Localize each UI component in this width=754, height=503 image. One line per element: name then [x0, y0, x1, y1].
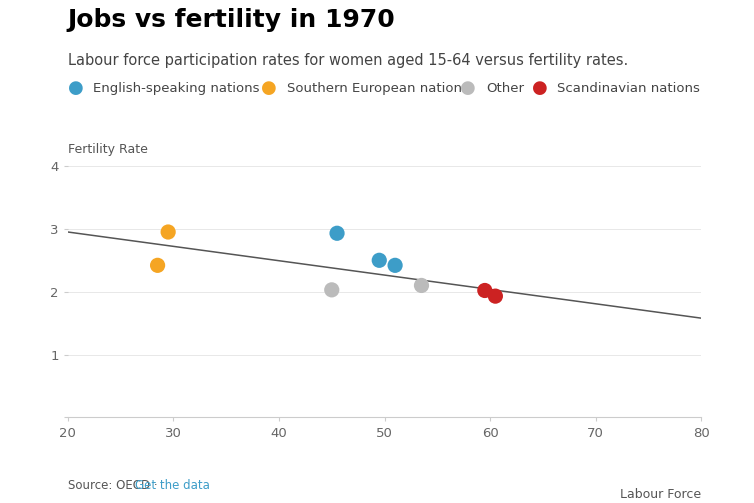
Point — [152, 262, 164, 270]
Text: ●: ● — [532, 79, 547, 97]
Text: Labour force participation rates for women aged 15-64 versus fertility rates.: Labour force participation rates for wom… — [68, 53, 628, 68]
Point — [162, 228, 174, 236]
Text: Fertility Rate: Fertility Rate — [68, 143, 148, 156]
Point — [331, 229, 343, 237]
Point — [489, 292, 501, 300]
Text: Southern European nations: Southern European nations — [287, 81, 468, 95]
Text: ●: ● — [68, 79, 84, 97]
Text: English-speaking nations: English-speaking nations — [93, 81, 260, 95]
Text: Source: OECD ·: Source: OECD · — [68, 479, 161, 492]
Text: ●: ● — [261, 79, 277, 97]
Text: Get the data: Get the data — [135, 479, 210, 492]
Text: Jobs vs fertility in 1970: Jobs vs fertility in 1970 — [68, 8, 396, 32]
Point — [326, 286, 338, 294]
Text: Labour Force
Participation Rate
(%): Labour Force Participation Rate (%) — [590, 488, 701, 503]
Point — [389, 262, 401, 270]
Text: ●: ● — [460, 79, 476, 97]
Point — [415, 282, 428, 290]
Text: Scandinavian nations: Scandinavian nations — [557, 81, 700, 95]
Text: Other: Other — [486, 81, 524, 95]
Point — [479, 286, 491, 294]
Point — [373, 256, 385, 265]
